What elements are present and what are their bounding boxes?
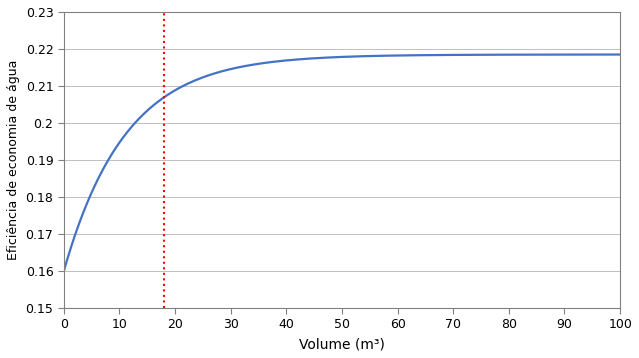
Y-axis label: Eficiência de economia de água: Eficiência de economia de água: [7, 60, 20, 260]
X-axis label: Volume (m³): Volume (m³): [299, 337, 385, 351]
